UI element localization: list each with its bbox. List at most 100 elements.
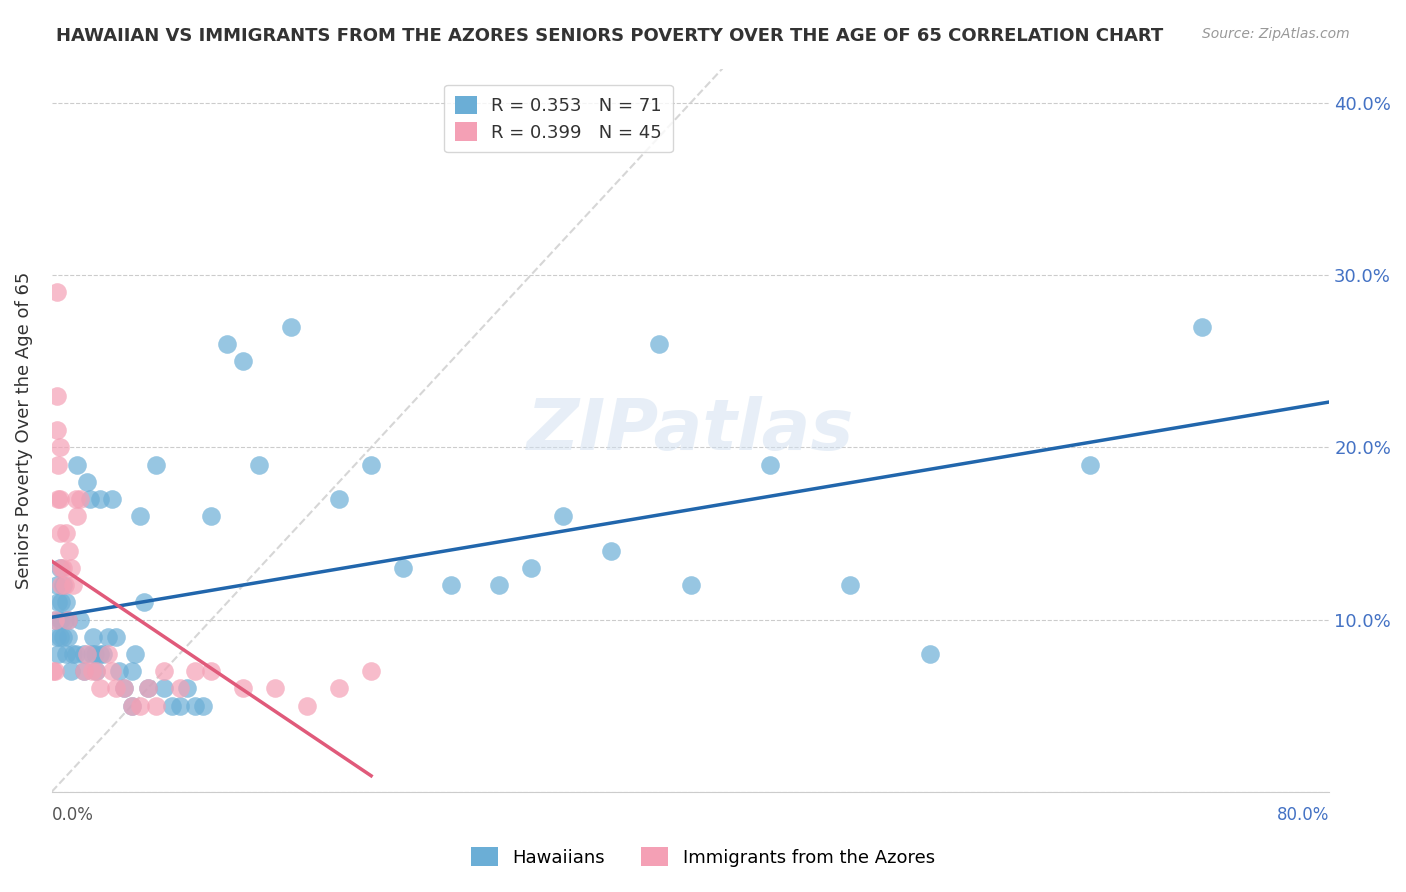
Text: ZIPatlas: ZIPatlas — [527, 396, 855, 465]
Hawaiians — [59, 664, 82, 678]
Legend: R = 0.353   N = 71, R = 0.399   N = 45: R = 0.353 N = 71, R = 0.399 N = 45 — [444, 85, 672, 153]
Hawaiians — [136, 681, 159, 696]
Immigrants from the Azores — [66, 509, 89, 524]
Immigrants from the Azores — [112, 681, 135, 696]
Immigrants from the Azores — [121, 698, 143, 713]
Text: 80.0%: 80.0% — [1277, 806, 1329, 824]
Immigrants from the Azores — [73, 664, 96, 678]
Text: 0.0%: 0.0% — [52, 806, 94, 824]
Immigrants from the Azores — [328, 681, 350, 696]
Hawaiians — [86, 664, 108, 678]
Hawaiians — [89, 647, 111, 661]
Hawaiians — [83, 647, 105, 661]
Immigrants from the Azores — [69, 491, 91, 506]
Hawaiians — [45, 578, 67, 592]
Hawaiians — [679, 578, 702, 592]
Hawaiians — [121, 664, 143, 678]
Hawaiians — [134, 595, 156, 609]
Text: Source: ZipAtlas.com: Source: ZipAtlas.com — [1202, 27, 1350, 41]
Hawaiians — [759, 458, 782, 472]
Hawaiians — [45, 630, 67, 644]
Immigrants from the Azores — [169, 681, 191, 696]
Hawaiians — [184, 698, 207, 713]
Hawaiians — [48, 630, 70, 644]
Hawaiians — [360, 458, 382, 472]
Hawaiians — [97, 630, 120, 644]
Y-axis label: Seniors Poverty Over the Age of 65: Seniors Poverty Over the Age of 65 — [15, 271, 32, 589]
Immigrants from the Azores — [44, 664, 66, 678]
Immigrants from the Azores — [62, 578, 84, 592]
Immigrants from the Azores — [136, 681, 159, 696]
Immigrants from the Azores — [152, 664, 174, 678]
Hawaiians — [1078, 458, 1101, 472]
Hawaiians — [280, 319, 302, 334]
Hawaiians — [51, 613, 73, 627]
Hawaiians — [73, 647, 96, 661]
Hawaiians — [121, 698, 143, 713]
Immigrants from the Azores — [58, 543, 80, 558]
Hawaiians — [647, 337, 669, 351]
Hawaiians — [79, 491, 101, 506]
Immigrants from the Azores — [44, 613, 66, 627]
Legend: Hawaiians, Immigrants from the Azores: Hawaiians, Immigrants from the Azores — [464, 840, 942, 874]
Immigrants from the Azores — [89, 681, 111, 696]
Hawaiians — [160, 698, 183, 713]
Immigrants from the Azores — [45, 423, 67, 437]
Text: HAWAIIAN VS IMMIGRANTS FROM THE AZORES SENIORS POVERTY OVER THE AGE OF 65 CORREL: HAWAIIAN VS IMMIGRANTS FROM THE AZORES S… — [56, 27, 1164, 45]
Hawaiians — [55, 595, 77, 609]
Hawaiians — [1191, 319, 1213, 334]
Immigrants from the Azores — [97, 647, 120, 661]
Immigrants from the Azores — [80, 664, 103, 678]
Hawaiians — [108, 664, 131, 678]
Immigrants from the Azores — [101, 664, 124, 678]
Immigrants from the Azores — [48, 491, 70, 506]
Hawaiians — [918, 647, 941, 661]
Hawaiians — [124, 647, 146, 661]
Immigrants from the Azores — [53, 578, 76, 592]
Hawaiians — [193, 698, 215, 713]
Immigrants from the Azores — [86, 664, 108, 678]
Immigrants from the Azores — [56, 613, 79, 627]
Hawaiians — [53, 613, 76, 627]
Immigrants from the Azores — [128, 698, 150, 713]
Hawaiians — [80, 647, 103, 661]
Immigrants from the Azores — [46, 458, 69, 472]
Hawaiians — [82, 630, 104, 644]
Hawaiians — [48, 613, 70, 627]
Hawaiians — [599, 543, 621, 558]
Immigrants from the Azores — [51, 578, 73, 592]
Immigrants from the Azores — [200, 664, 222, 678]
Hawaiians — [488, 578, 510, 592]
Immigrants from the Azores — [46, 491, 69, 506]
Hawaiians — [51, 595, 73, 609]
Immigrants from the Azores — [145, 698, 167, 713]
Hawaiians — [176, 681, 198, 696]
Hawaiians — [101, 491, 124, 506]
Hawaiians — [46, 595, 69, 609]
Hawaiians — [44, 613, 66, 627]
Hawaiians — [66, 458, 89, 472]
Hawaiians — [145, 458, 167, 472]
Hawaiians — [91, 647, 114, 661]
Hawaiians — [76, 475, 98, 489]
Immigrants from the Azores — [232, 681, 254, 696]
Immigrants from the Azores — [51, 561, 73, 575]
Hawaiians — [328, 491, 350, 506]
Hawaiians — [55, 647, 77, 661]
Hawaiians — [217, 337, 239, 351]
Hawaiians — [152, 681, 174, 696]
Immigrants from the Azores — [264, 681, 287, 696]
Hawaiians — [520, 561, 543, 575]
Hawaiians — [839, 578, 862, 592]
Hawaiians — [73, 664, 96, 678]
Hawaiians — [200, 509, 222, 524]
Hawaiians — [247, 458, 270, 472]
Immigrants from the Azores — [48, 441, 70, 455]
Hawaiians — [169, 698, 191, 713]
Hawaiians — [52, 578, 75, 592]
Hawaiians — [232, 354, 254, 368]
Immigrants from the Azores — [76, 647, 98, 661]
Hawaiians — [62, 647, 84, 661]
Hawaiians — [392, 561, 415, 575]
Hawaiians — [551, 509, 574, 524]
